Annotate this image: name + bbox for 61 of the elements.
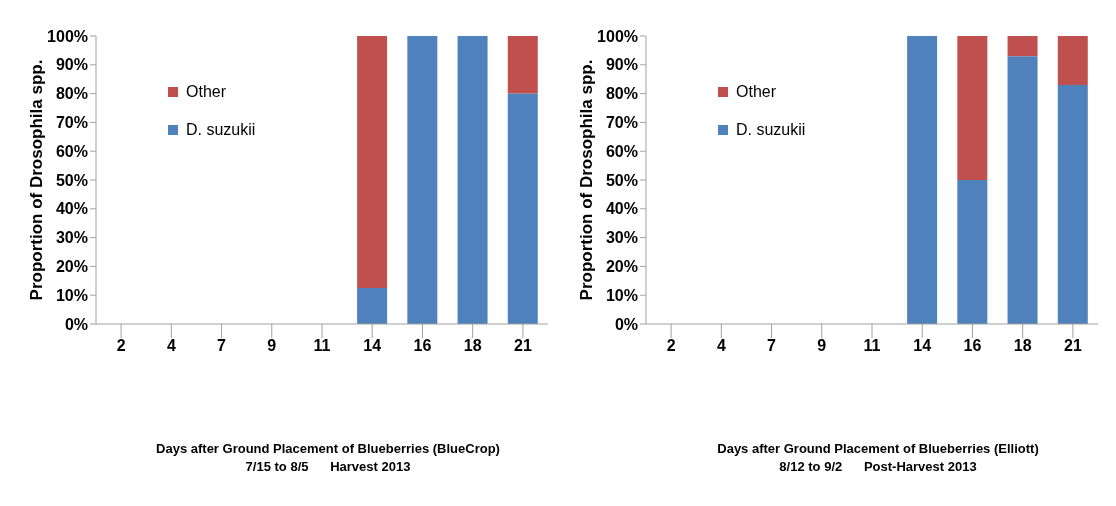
bar: [957, 36, 988, 180]
x-tick-label: 18: [463, 337, 482, 355]
bar: [1057, 84, 1088, 324]
x-tick-label: 11: [863, 337, 881, 355]
x-tick-label: 18: [1013, 337, 1032, 355]
x-tick-label: 14: [913, 337, 932, 355]
bar: [357, 288, 388, 324]
y-tick-label: 70%: [605, 114, 638, 132]
y-tick-label: 60%: [605, 142, 638, 160]
legend-label: D. suzukii: [186, 121, 256, 139]
y-tick-label: 10%: [55, 286, 88, 304]
x-tick-label: 4: [716, 337, 726, 355]
y-tick-label: 20%: [55, 258, 88, 276]
x-tick-label: 14: [363, 337, 382, 355]
bar: [507, 93, 538, 324]
x-tick-label: 9: [267, 337, 277, 355]
x-tick-label: 16: [963, 337, 982, 355]
bar: [507, 36, 538, 94]
y-tick-label: 90%: [55, 56, 88, 74]
x-tick-label: 2: [666, 337, 676, 355]
x-tick-label: 21: [1063, 337, 1082, 355]
y-tick-label: 80%: [55, 85, 88, 103]
y-axis-title: Proportion of Drosophila spp.: [577, 59, 597, 301]
x-tick-label: 11: [313, 337, 331, 355]
bar: [907, 36, 938, 324]
legend-label: Other: [736, 83, 777, 101]
y-tick-label: 70%: [55, 114, 88, 132]
y-tick-label: 40%: [605, 200, 638, 218]
bar: [1057, 36, 1088, 85]
bar: [1007, 56, 1038, 324]
bar: [357, 36, 388, 288]
x-tick-label: 7: [767, 337, 777, 355]
y-axis-title: Proportion of Drosophila spp.: [27, 59, 47, 301]
bar: [457, 36, 488, 324]
x-tick-label: 9: [817, 337, 827, 355]
x-tick-label: 2: [116, 337, 126, 355]
bar: [1007, 36, 1038, 57]
y-tick-label: 50%: [55, 171, 88, 189]
bar: [407, 36, 438, 324]
x-axis-title: Days after Ground Placement of Blueberries (BlueCrop) 7/15 to 8/5 Harvest 2013: [155, 440, 501, 476]
y-tick-label: 90%: [605, 56, 638, 74]
bar: [957, 180, 988, 324]
y-tick-label: 30%: [55, 229, 88, 247]
y-tick-label: 100%: [597, 27, 638, 45]
y-tick-label: 40%: [55, 200, 88, 218]
x-tick-label: 4: [166, 337, 176, 355]
y-tick-label: 20%: [605, 258, 638, 276]
y-tick-label: 0%: [614, 315, 638, 333]
y-tick-label: 10%: [605, 286, 638, 304]
y-tick-label: 60%: [55, 142, 88, 160]
y-tick-label: 30%: [605, 229, 638, 247]
x-tick-label: 16: [413, 337, 432, 355]
y-tick-label: 100%: [47, 27, 88, 45]
x-tick-label: 21: [513, 337, 532, 355]
legend-label: D. suzukii: [736, 121, 806, 139]
x-axis-title: Days after Ground Placement of Blueberries (Elliott) 8/12 to 9/2 Post-Harvest 2013: [716, 440, 1040, 476]
y-tick-label: 0%: [64, 315, 88, 333]
y-tick-label: 50%: [605, 171, 638, 189]
x-tick-label: 7: [217, 337, 227, 355]
legend-label: Other: [186, 83, 227, 101]
y-tick-label: 80%: [605, 85, 638, 103]
